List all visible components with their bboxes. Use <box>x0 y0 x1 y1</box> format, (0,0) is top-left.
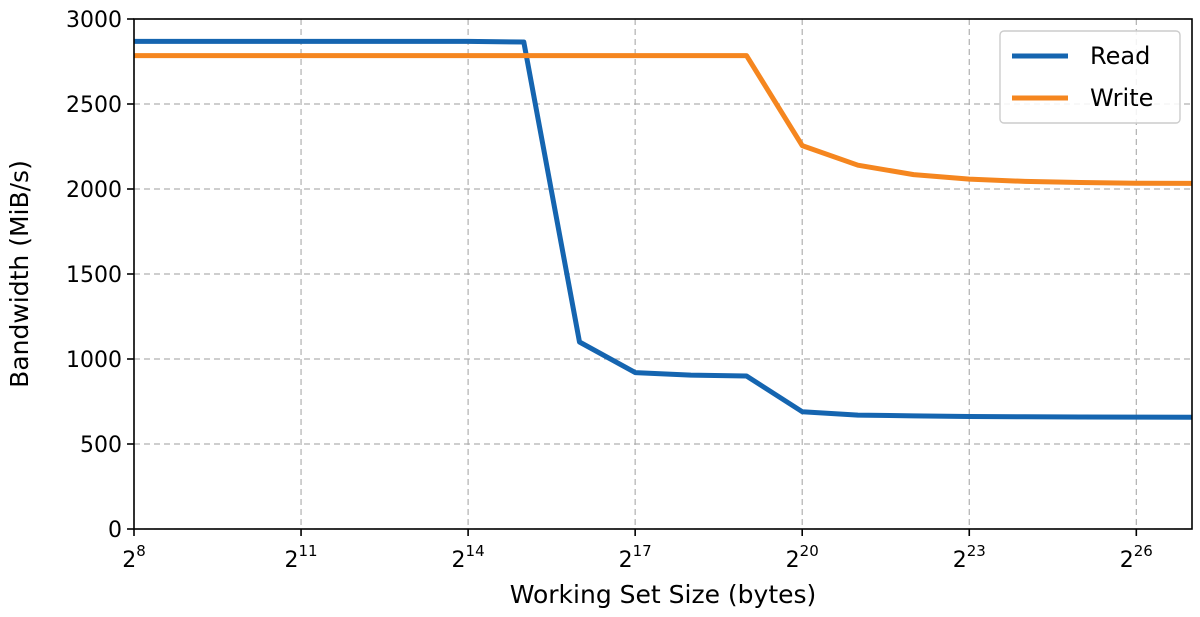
x-tick-label: 28 <box>122 542 146 573</box>
x-tick-base: 2 <box>1120 548 1134 573</box>
x-tick-exponent: 26 <box>1134 542 1153 560</box>
y-tick-label: 1000 <box>66 348 122 373</box>
y-tick-label: 1500 <box>66 263 122 288</box>
series-line-write <box>134 53 1193 186</box>
x-tick-exponent: 14 <box>466 542 485 560</box>
y-tick-label: 2000 <box>66 178 122 203</box>
x-tick-label: 214 <box>452 542 485 573</box>
x-tick-exponent: 17 <box>633 542 652 560</box>
x-tick-label: 211 <box>285 542 318 573</box>
series-lines <box>134 38 1193 420</box>
x-axis-ticks: 28 211 214 217 220 223 226 <box>122 529 1153 573</box>
x-tick-label: 223 <box>953 542 986 573</box>
legend-label-read: Read <box>1090 42 1150 70</box>
y-tick-label: 0 <box>108 518 122 543</box>
x-tick-label: 220 <box>786 542 819 573</box>
x-tick-base: 2 <box>786 548 800 573</box>
y-tick-label: 500 <box>80 433 122 458</box>
x-tick-base: 2 <box>452 548 466 573</box>
y-axis-ticks: 0 500 1000 1500 2000 2500 3000 <box>66 8 134 543</box>
x-tick-label: 217 <box>619 542 652 573</box>
y-axis-label: Bandwidth (MiB/s) <box>5 160 34 388</box>
x-tick-label: 226 <box>1120 542 1153 573</box>
y-tick-label: 2500 <box>66 93 122 118</box>
x-tick-base: 2 <box>285 548 299 573</box>
legend-label-write: Write <box>1090 84 1153 112</box>
x-tick-base: 2 <box>122 548 136 573</box>
x-tick-base: 2 <box>619 548 633 573</box>
x-tick-exponent: 20 <box>800 542 819 560</box>
x-axis-label: Working Set Size (bytes) <box>510 580 817 609</box>
x-tick-exponent: 23 <box>967 542 986 560</box>
series-line-read <box>134 38 1193 420</box>
y-tick-label: 3000 <box>66 8 122 33</box>
x-tick-exponent: 8 <box>136 542 146 560</box>
x-tick-base: 2 <box>953 548 967 573</box>
legend: Read Write <box>999 30 1181 124</box>
x-tick-exponent: 11 <box>299 542 318 560</box>
